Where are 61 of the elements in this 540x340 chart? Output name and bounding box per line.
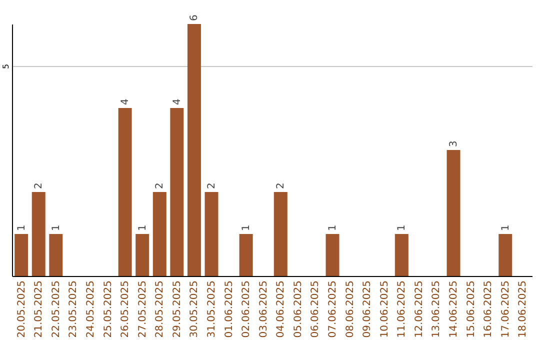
x-tick-label: 13.06.2025: [431, 280, 442, 338]
x-tick-label: 07.06.2025: [328, 280, 339, 338]
bar: [32, 192, 46, 276]
x-tick-label: 05.06.2025: [292, 280, 304, 338]
x-tick-label: 29.05.2025: [172, 280, 183, 338]
bar: [326, 234, 340, 276]
x-tick-label: 15.06.2025: [466, 280, 477, 338]
x-tick-label: 25.05.2025: [102, 280, 114, 338]
bar: [187, 24, 201, 276]
bar: [446, 150, 460, 276]
x-tick-label: 28.05.2025: [154, 280, 166, 338]
data-label: 2: [206, 182, 218, 189]
x-tick-label: 09.06.2025: [362, 280, 374, 338]
x-tick-label: 06.06.2025: [310, 280, 322, 338]
x-tick-label: 03.06.2025: [258, 280, 270, 338]
data-label: 4: [120, 98, 132, 105]
y-tick-label: 5: [2, 64, 10, 70]
data-label: 1: [137, 224, 148, 231]
bar: [274, 192, 288, 276]
x-tick-label: 23.05.2025: [68, 280, 80, 338]
x-tick-label: 14.06.2025: [448, 280, 460, 338]
x-tick-label: 18.06.2025: [518, 280, 529, 338]
x-tick-label: 20.05.2025: [16, 280, 28, 338]
x-tick-label: 26.05.2025: [120, 280, 132, 338]
data-label: 4: [172, 98, 183, 105]
data-label: 1: [241, 224, 252, 231]
bar: [152, 192, 166, 276]
bar: [136, 234, 150, 276]
data-label: 2: [276, 182, 287, 189]
data-label: 3: [448, 140, 460, 147]
x-tick-label: 10.06.2025: [379, 280, 390, 338]
data-label: 1: [396, 224, 408, 231]
data-label: 1: [50, 224, 62, 231]
x-tick-label: 17.06.2025: [500, 280, 512, 338]
x-tick-label: 12.06.2025: [414, 280, 425, 338]
data-label: 2: [34, 182, 45, 189]
bar: [498, 234, 512, 276]
data-label: 1: [500, 224, 512, 231]
data-label: 2: [154, 182, 166, 189]
x-tick-label: 11.06.2025: [396, 280, 408, 338]
x-tick-label: 02.06.2025: [241, 280, 252, 338]
x-tick-label: 01.06.2025: [224, 280, 235, 338]
bar: [170, 108, 184, 276]
bar: [49, 234, 63, 276]
bar: [239, 234, 253, 276]
bar: [394, 234, 408, 276]
x-tick-label: 31.05.2025: [206, 280, 218, 338]
bar: [14, 234, 28, 276]
data-label: 1: [16, 224, 28, 231]
bar: [118, 108, 132, 276]
x-tick-label: 04.06.2025: [276, 280, 287, 338]
x-tick-label: 24.05.2025: [85, 280, 96, 338]
data-label: 1: [328, 224, 339, 231]
data-label: 6: [189, 14, 200, 21]
x-tick-label: 16.06.2025: [483, 280, 494, 338]
x-tick-label: 21.05.2025: [34, 280, 45, 338]
bar: [204, 192, 218, 276]
x-tick-label: 22.05.2025: [50, 280, 62, 338]
x-tick-label: 30.05.2025: [189, 280, 200, 338]
x-tick-label: 27.05.2025: [137, 280, 148, 338]
x-tick-label: 08.06.2025: [344, 280, 356, 338]
